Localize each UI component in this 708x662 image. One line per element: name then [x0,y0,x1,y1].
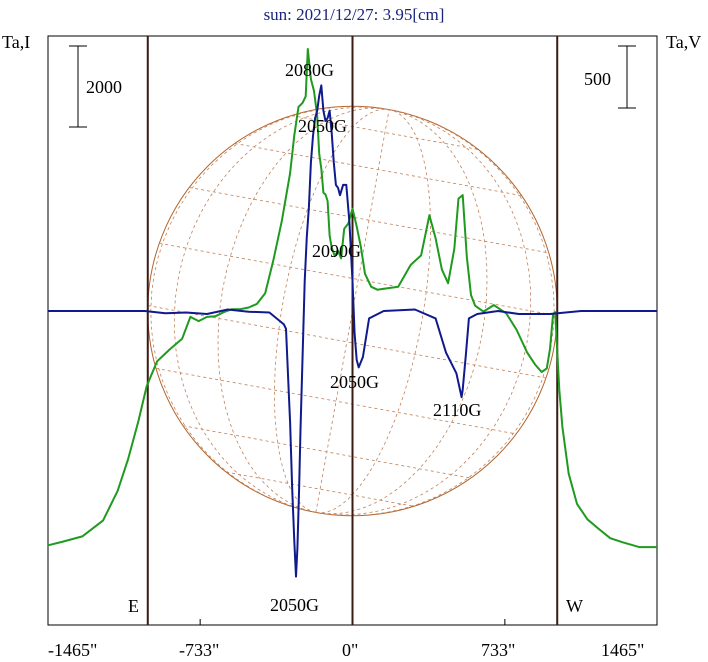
latitude-gridline [291,115,479,150]
x-tick-label: -1465" [48,640,97,660]
peak-label: 2090G [312,241,361,261]
peak-label: 2050G [330,372,379,392]
series-line [48,84,657,578]
chart-title: sun: 2021/12/27: 3.95[cm] [264,5,445,24]
limb-markers [146,36,559,625]
scale-label-left: 2000 [86,77,122,97]
longitude-gridline [150,105,390,513]
x-tick-label: -733" [179,640,219,660]
scale-bars [69,45,636,128]
longitude-gridline [315,109,488,515]
longitude-gridline [274,108,390,513]
y-axis-label-right: Ta,V [666,32,701,52]
peak-label: 2080G [285,60,334,80]
latitude-gridline [189,187,549,254]
x-tick-label: 0" [342,640,358,660]
x-tick-label: 1465" [601,640,644,660]
longitude-gridline [217,107,390,513]
series-line [47,48,657,549]
peak-label: 2110G [433,400,481,420]
y-axis-label-left: Ta,I [2,32,30,52]
latitude-gridline [226,471,415,507]
x-tick-label: 733" [481,640,515,660]
longitude-gridline [315,109,532,516]
text-labels: sun: 2021/12/27: 3.95[cm] Ta,I Ta,V 2000… [2,5,701,660]
limb-label-west: W [566,596,583,616]
longitude-gridline [315,109,431,514]
peak-label: 2050G [270,595,319,615]
scale-label-right: 500 [584,69,611,89]
data-series [47,48,657,578]
peak-label: 2050G [298,116,347,136]
limb-label-east: E [128,596,139,616]
